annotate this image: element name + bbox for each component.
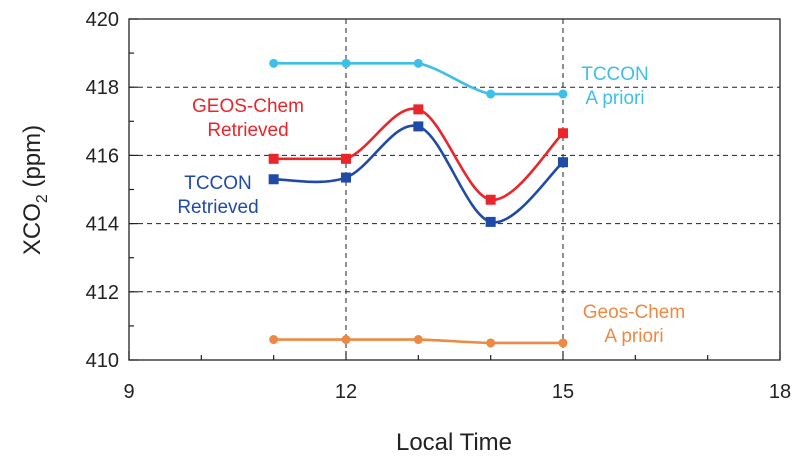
label-geos-chem-a-priori-line-2: A priori [604, 326, 663, 347]
label-geos-chem-retrieved: GEOS-Chem Retrieved [192, 96, 304, 141]
y-tick-label-412: 412 [86, 282, 119, 304]
point-tccon-retrieved-14 [485, 216, 496, 227]
point-geos-chem-a-priori-14 [486, 338, 496, 348]
point-tccon-retrieved-11 [268, 174, 279, 185]
point-geos-chem-a-priori-12 [341, 335, 351, 345]
point-geos-chem-retrieved-13 [413, 104, 424, 115]
series-geos-chem-a-priori [269, 335, 568, 348]
point-tccon-a-priori-12 [341, 58, 351, 68]
y-tick-label-416: 416 [86, 145, 119, 167]
x-axis-label: Local Time [396, 429, 512, 456]
point-tccon-retrieved-15 [558, 157, 568, 168]
point-geos-chem-a-priori-11 [269, 335, 279, 345]
point-tccon-retrieved-12 [341, 172, 351, 183]
label-geos-chem-a-priori-line-1: Geos-Chem [583, 302, 685, 323]
label-tccon-a-priori-line-1: TCCON [581, 64, 649, 85]
point-geos-chem-retrieved-12 [341, 153, 351, 164]
x-tick-label-15: 15 [552, 381, 574, 403]
series-labels: TCCON A priori GEOS-Chem Retrieved TCCON Retr… [177, 64, 685, 347]
point-tccon-a-priori-13 [413, 58, 423, 68]
y-tick-label-420: 420 [86, 9, 119, 31]
label-geos-chem-retrieved-line-1: GEOS-Chem [192, 96, 304, 117]
series-line-tccon-retrieved [273, 124, 564, 224]
y-axis-label-subscript: 2 [34, 194, 51, 203]
y-tick-label-418: 418 [86, 77, 119, 99]
series-layer [268, 58, 568, 348]
series-line-tccon-a-priori [273, 62, 564, 96]
x-tick-label-12: 12 [335, 381, 357, 403]
y-axis-label: XCO2 (ppm) [19, 125, 51, 255]
point-tccon-a-priori-11 [269, 58, 279, 68]
point-tccon-a-priori-14 [486, 89, 496, 99]
label-tccon-a-priori: TCCON A priori [581, 64, 649, 109]
y-axis-label-unit: (ppm) [19, 125, 46, 194]
point-tccon-a-priori-15 [558, 89, 568, 99]
y-tick-label-414: 414 [86, 214, 119, 236]
label-tccon-a-priori-line-2: A priori [585, 88, 644, 109]
label-geos-chem-retrieved-line-2: Retrieved [207, 120, 288, 141]
point-geos-chem-retrieved-15 [558, 128, 568, 139]
label-geos-chem-a-priori: Geos-Chem A priori [583, 302, 685, 347]
point-geos-chem-a-priori-15 [558, 338, 568, 348]
label-tccon-retrieved: TCCON Retrieved [177, 173, 258, 218]
point-geos-chem-a-priori-13 [413, 335, 423, 345]
point-tccon-retrieved-13 [413, 121, 424, 132]
point-geos-chem-retrieved-11 [268, 153, 279, 164]
axis-ticks: 9 12 15 18 410 412 414 416 418 420 [86, 9, 792, 403]
series-tccon-retrieved [268, 121, 568, 227]
x-tick-label-18: 18 [769, 381, 791, 403]
y-tick-label-410: 410 [86, 350, 119, 372]
point-geos-chem-retrieved-14 [485, 194, 496, 205]
label-tccon-retrieved-line-1: TCCON [184, 173, 252, 194]
y-axis-label-main: XCO [19, 203, 46, 255]
series-geos-chem-retrieved [268, 104, 568, 205]
series-tccon-a-priori [269, 58, 568, 99]
label-tccon-retrieved-line-2: Retrieved [177, 197, 258, 218]
x-tick-label-9: 9 [123, 381, 134, 403]
